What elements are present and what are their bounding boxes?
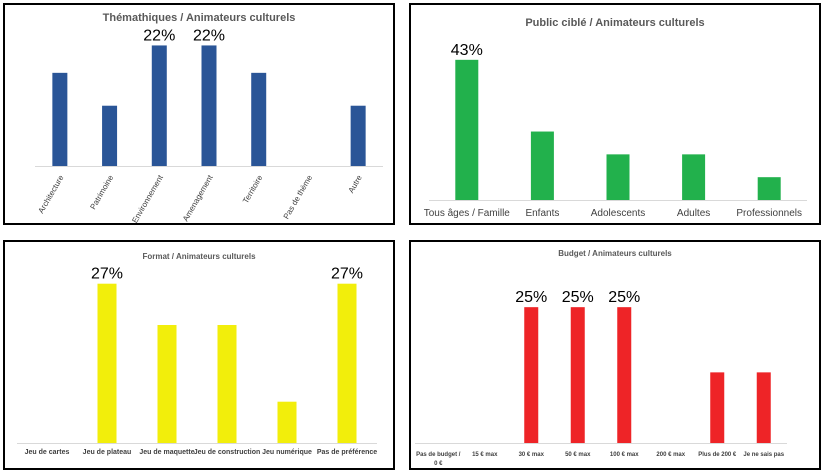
bar-jeu-de-construction	[217, 325, 237, 443]
bar-100-max	[617, 307, 632, 443]
chart-panel-thematiques: Thémathiques / Animateurs culturels Archi…	[3, 3, 395, 225]
data-label: 43%	[451, 42, 483, 59]
chart-svg: Thémathiques / Animateurs culturels Archi…	[35, 12, 383, 223]
tick-label: 100 € max	[610, 452, 639, 458]
tick-label: Adultes	[677, 208, 710, 219]
bar-je-ne-sais-pas	[756, 372, 771, 443]
tick-label: Professionnels	[736, 208, 802, 219]
tick-label: Tous âges / Famille	[424, 208, 511, 219]
data-label: 27%	[331, 266, 363, 283]
chart-title: Budget / Animateurs culturels	[558, 249, 672, 258]
tick-label: Jeu de cartes	[25, 449, 70, 456]
tick-label: Je ne sais pas	[743, 452, 784, 458]
bar-adolescents	[606, 154, 630, 200]
tick-label: Jeu de construction	[194, 449, 261, 456]
tick-label: Architecture	[36, 173, 65, 215]
bar-jeu-de-plateau	[97, 283, 117, 443]
data-label: 27%	[91, 266, 123, 283]
tick-label: Jeu de plateau	[83, 449, 132, 456]
chart-title: Thémathiques / Animateurs culturels	[103, 12, 296, 24]
tick-label: Pas de préférence	[317, 449, 377, 456]
tick-label: Pas de budget /0 €	[416, 452, 461, 467]
tick-label: 50 € max	[565, 452, 591, 458]
tick-label: Enfants	[525, 208, 559, 219]
bar-pas-de-preference	[337, 283, 357, 443]
data-label: 25%	[608, 289, 640, 306]
bar-30-max	[524, 307, 539, 443]
bar-plus-de-200	[710, 372, 725, 443]
tick-label: Territoire	[241, 173, 265, 205]
chart-panel-budget: Budget / Animateurs culturels Pas de budg…	[409, 240, 821, 470]
bar-environnement	[151, 45, 167, 166]
chart-svg: Format / Animateurs culturels Jeu de cart…	[17, 252, 377, 456]
bar-tous-ages-famille	[455, 59, 479, 200]
tick-label: 200 € max	[656, 452, 685, 458]
tick-label: Patrimoine	[88, 173, 115, 211]
chart-panel-public: Public ciblé / Animateurs culturels 43% To…	[409, 3, 821, 225]
tick-label: Amenagement	[181, 173, 215, 223]
bar-50-max	[570, 307, 585, 443]
bar-architecture	[52, 72, 68, 166]
bar-autre	[350, 105, 366, 166]
chart-panel-format: Format / Animateurs culturels Jeu de cart…	[3, 240, 395, 470]
tick-label: Pas de thème	[282, 173, 315, 221]
tick-label: Environnement	[130, 173, 165, 223]
bar-professionnels	[757, 177, 781, 200]
data-label: 22%	[143, 27, 175, 44]
bar-patrimoine	[102, 105, 118, 166]
bar-territoire	[251, 72, 267, 166]
data-label: 25%	[562, 289, 594, 306]
tick-label: Jeu de maquette	[139, 449, 194, 456]
bar-adultes	[682, 154, 706, 200]
tick-label: 30 € max	[519, 452, 545, 458]
tick-label: Plus de 200 €	[698, 452, 737, 458]
tick-label: 15 € max	[472, 452, 498, 458]
data-label: 25%	[515, 289, 547, 306]
bar-amenagement	[201, 45, 217, 166]
tick-label: Jeu numérique	[262, 449, 312, 456]
tick-label: Adolescents	[591, 208, 645, 219]
chart-title: Public ciblé / Animateurs culturels	[525, 17, 704, 29]
chart-svg: Budget / Animateurs culturels Pas de budg…	[415, 249, 787, 467]
bar-jeu-de-maquette	[157, 325, 177, 443]
chart-svg: Public ciblé / Animateurs culturels 43% To…	[424, 17, 807, 219]
tick-label: Autre	[347, 173, 365, 195]
chart-title: Format / Animateurs culturels	[142, 252, 256, 261]
data-label: 22%	[193, 27, 225, 44]
bar-jeu-numerique	[277, 401, 297, 443]
bar-enfants	[530, 131, 554, 200]
